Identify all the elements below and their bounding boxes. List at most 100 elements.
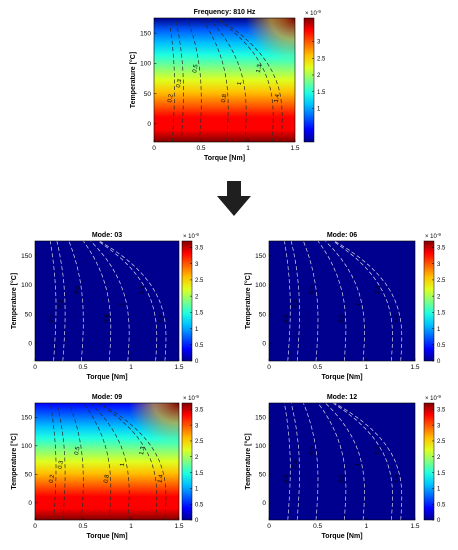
y-tick-label: 0	[147, 121, 151, 128]
colorbar-tick-label: 1	[437, 327, 441, 333]
contour-line	[99, 241, 167, 361]
contour-label: 1.3	[139, 446, 146, 456]
y-tick-label: 0	[28, 500, 32, 507]
contour-line	[56, 403, 66, 520]
y-tick-label: 0	[262, 500, 266, 507]
contour-line	[290, 241, 300, 361]
contour-label: 0.8	[221, 93, 228, 103]
x-tick-label: 1.5	[290, 145, 299, 152]
contour-line	[175, 18, 184, 142]
contour-line	[290, 403, 300, 520]
contour-line	[303, 403, 319, 520]
contour-line	[68, 403, 84, 520]
y-tick-label: 150	[140, 30, 151, 37]
plot-title: Mode: 09	[92, 394, 122, 401]
x-tick-label: 0	[267, 364, 271, 371]
y-axis-label: Temperature [°C]	[129, 52, 137, 108]
colorbar-tick-label: 1	[437, 487, 441, 493]
colorbar-exponent: × 10-9	[183, 232, 199, 241]
contour-line	[97, 403, 158, 520]
x-tick-label: 1	[129, 523, 133, 530]
y-axis-label: Temperature [°C]	[10, 273, 18, 329]
contour-line	[201, 18, 229, 142]
plot-frame	[153, 17, 296, 143]
colorbar-tick-label: 2	[195, 294, 199, 300]
contour-line	[186, 18, 202, 142]
contour-line	[83, 403, 112, 520]
contour-label: 1.4	[274, 93, 281, 103]
contour-line	[90, 241, 130, 361]
colorbar-tick-label: 1.5	[437, 311, 446, 317]
colorbar-tick-label: 3	[437, 262, 441, 268]
colorbar-tick-label: 0.5	[195, 502, 204, 508]
contour-line	[49, 403, 57, 520]
contour-label: 0.8	[338, 314, 345, 324]
heatmap-field	[35, 241, 179, 361]
y-tick-label: 100	[21, 443, 32, 450]
x-tick-label: 0	[267, 523, 271, 530]
contour-line	[90, 403, 130, 520]
colorbar-tick-label: 3.5	[437, 408, 446, 414]
contour-label: 0.3	[176, 78, 183, 88]
colorbar-tick-label: 1.5	[317, 90, 326, 96]
heatmap-panel-1: 0.20.3 0.5 0.8 1 1.3 1.4 Frequency: 810 Hz 0 0.5…	[129, 9, 326, 163]
colorbar-exponent: × 10-9	[183, 394, 199, 403]
contour-line	[325, 403, 365, 520]
contour-line	[334, 403, 403, 520]
x-tick-label: 0.5	[196, 145, 205, 152]
colorbar-tick-label: 2.5	[195, 278, 204, 284]
contour-label: 1.4	[393, 314, 400, 324]
colorbar	[181, 240, 193, 362]
contour-line	[56, 241, 66, 361]
colorbar-tick-label: 2	[437, 455, 441, 461]
plot-frame	[268, 402, 416, 521]
y-axis-label: Temperature [°C]	[244, 273, 252, 329]
y-tick-label: 150	[21, 415, 32, 422]
contour-line	[217, 18, 283, 142]
contour-label: 0.3	[58, 299, 65, 309]
colorbar-tick-label: 3	[195, 423, 199, 429]
contour-label: 1.4	[393, 474, 400, 484]
contour-label: 1	[120, 462, 127, 467]
y-tick-label: 100	[140, 61, 151, 68]
contour-label: 0.5	[309, 285, 316, 295]
contour-line	[97, 241, 158, 361]
contour-line	[83, 241, 112, 361]
y-tick-label: 50	[144, 91, 152, 98]
contour-line	[215, 18, 274, 142]
contour-line	[332, 403, 393, 520]
contour-label: 0.5	[309, 446, 316, 456]
heatmap-corner-highlight	[154, 18, 295, 142]
y-tick-label: 100	[255, 443, 266, 450]
y-tick-label: 50	[25, 472, 33, 479]
x-tick-label: 0.5	[313, 364, 322, 371]
contour-label: 0.8	[338, 474, 345, 484]
contour-label: 0.3	[292, 460, 299, 470]
x-tick-label: 1	[246, 145, 250, 152]
contour-line	[317, 241, 347, 361]
contour-label: 0.5	[74, 285, 81, 295]
contour-label: 0.2	[283, 474, 290, 484]
plot-title: Frequency: 810 Hz	[194, 9, 256, 16]
x-tick-label: 1.5	[410, 364, 419, 371]
colorbar-tick-label: 1	[195, 327, 199, 333]
contour-label: 1.4	[157, 314, 164, 324]
contour-label: 0.2	[49, 314, 56, 324]
contour-label: 0.5	[192, 63, 199, 73]
contour-line	[325, 241, 365, 361]
colorbar	[181, 402, 193, 521]
contour-line	[317, 403, 347, 520]
x-tick-label: 1	[365, 523, 369, 530]
colorbar-tick-label: 0	[437, 359, 441, 365]
contour-label: 0.8	[103, 474, 110, 484]
colorbar-exponent: × 10-9	[305, 9, 321, 18]
x-tick-label: 1	[365, 364, 369, 371]
contour-line	[334, 241, 403, 361]
plot-frame	[268, 240, 416, 362]
contour-line	[168, 18, 175, 142]
